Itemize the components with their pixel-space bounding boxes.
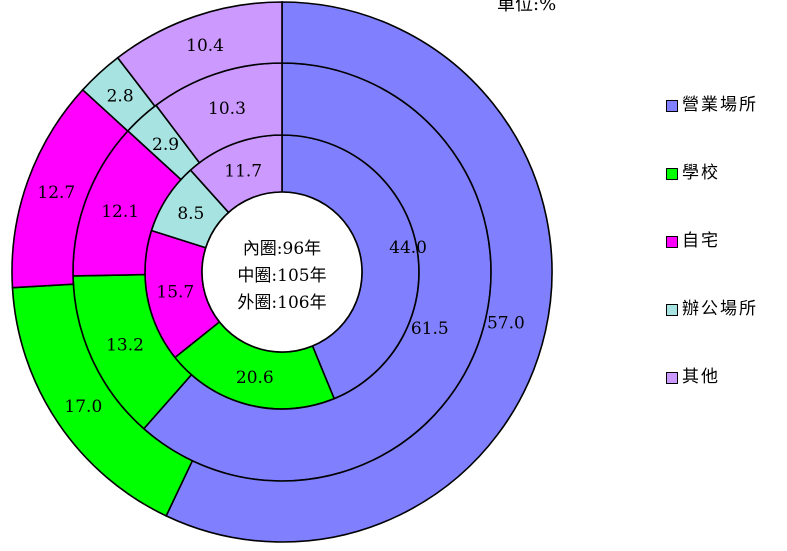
data-label-middle-other: 10.3 (208, 99, 246, 119)
center-text-line-3: 外圈:106年 (237, 293, 326, 313)
legend-item-school: 學校 (666, 164, 784, 232)
slice-outer-business-venue (165, 1, 553, 543)
legend-label-business-venue: 營業場所 (682, 95, 758, 115)
legend-label-school: 學校 (682, 163, 720, 183)
unit-label: 單位:% (497, 0, 557, 15)
data-label-outer-school: 17.0 (64, 397, 102, 417)
legend-item-home: 自宅 (666, 232, 784, 300)
legend-swatch-office (666, 304, 678, 316)
data-label-middle-school: 13.2 (106, 336, 144, 356)
slice-outer-other (116, 1, 283, 108)
center-text-line-2: 中圈:105年 (237, 266, 326, 286)
data-label-outer-office: 2.8 (107, 86, 134, 106)
legend-label-other: 其他 (682, 367, 720, 387)
legend-label-office: 辦公場所 (682, 299, 758, 319)
data-label-outer-home: 12.7 (37, 183, 75, 203)
data-label-middle-office: 2.9 (152, 135, 179, 155)
data-label-inner-office: 8.5 (177, 204, 204, 224)
data-label-middle-home: 12.1 (101, 202, 139, 222)
data-label-inner-home: 15.7 (156, 283, 194, 303)
donut-center-hole (201, 191, 363, 353)
legend-label-home: 自宅 (682, 231, 720, 251)
data-label-inner-other: 11.7 (224, 162, 262, 182)
legend: 營業場所學校自宅辦公場所其他 (666, 96, 784, 436)
legend-item-other: 其他 (666, 368, 784, 436)
data-label-middle-business-venue: 61.5 (411, 319, 449, 339)
data-label-inner-business-venue: 44.0 (389, 238, 427, 258)
legend-item-business-venue: 營業場所 (666, 96, 784, 164)
legend-swatch-school (666, 168, 678, 180)
legend-swatch-home (666, 236, 678, 248)
data-label-outer-business-venue: 57.0 (487, 313, 525, 333)
legend-swatch-other (666, 372, 678, 384)
data-label-inner-school: 20.6 (236, 368, 274, 388)
legend-item-office: 辦公場所 (666, 300, 784, 368)
legend-swatch-business-venue (666, 100, 678, 112)
data-label-outer-other: 10.4 (186, 36, 224, 56)
center-text-line-1: 內圈:96年 (243, 239, 321, 259)
